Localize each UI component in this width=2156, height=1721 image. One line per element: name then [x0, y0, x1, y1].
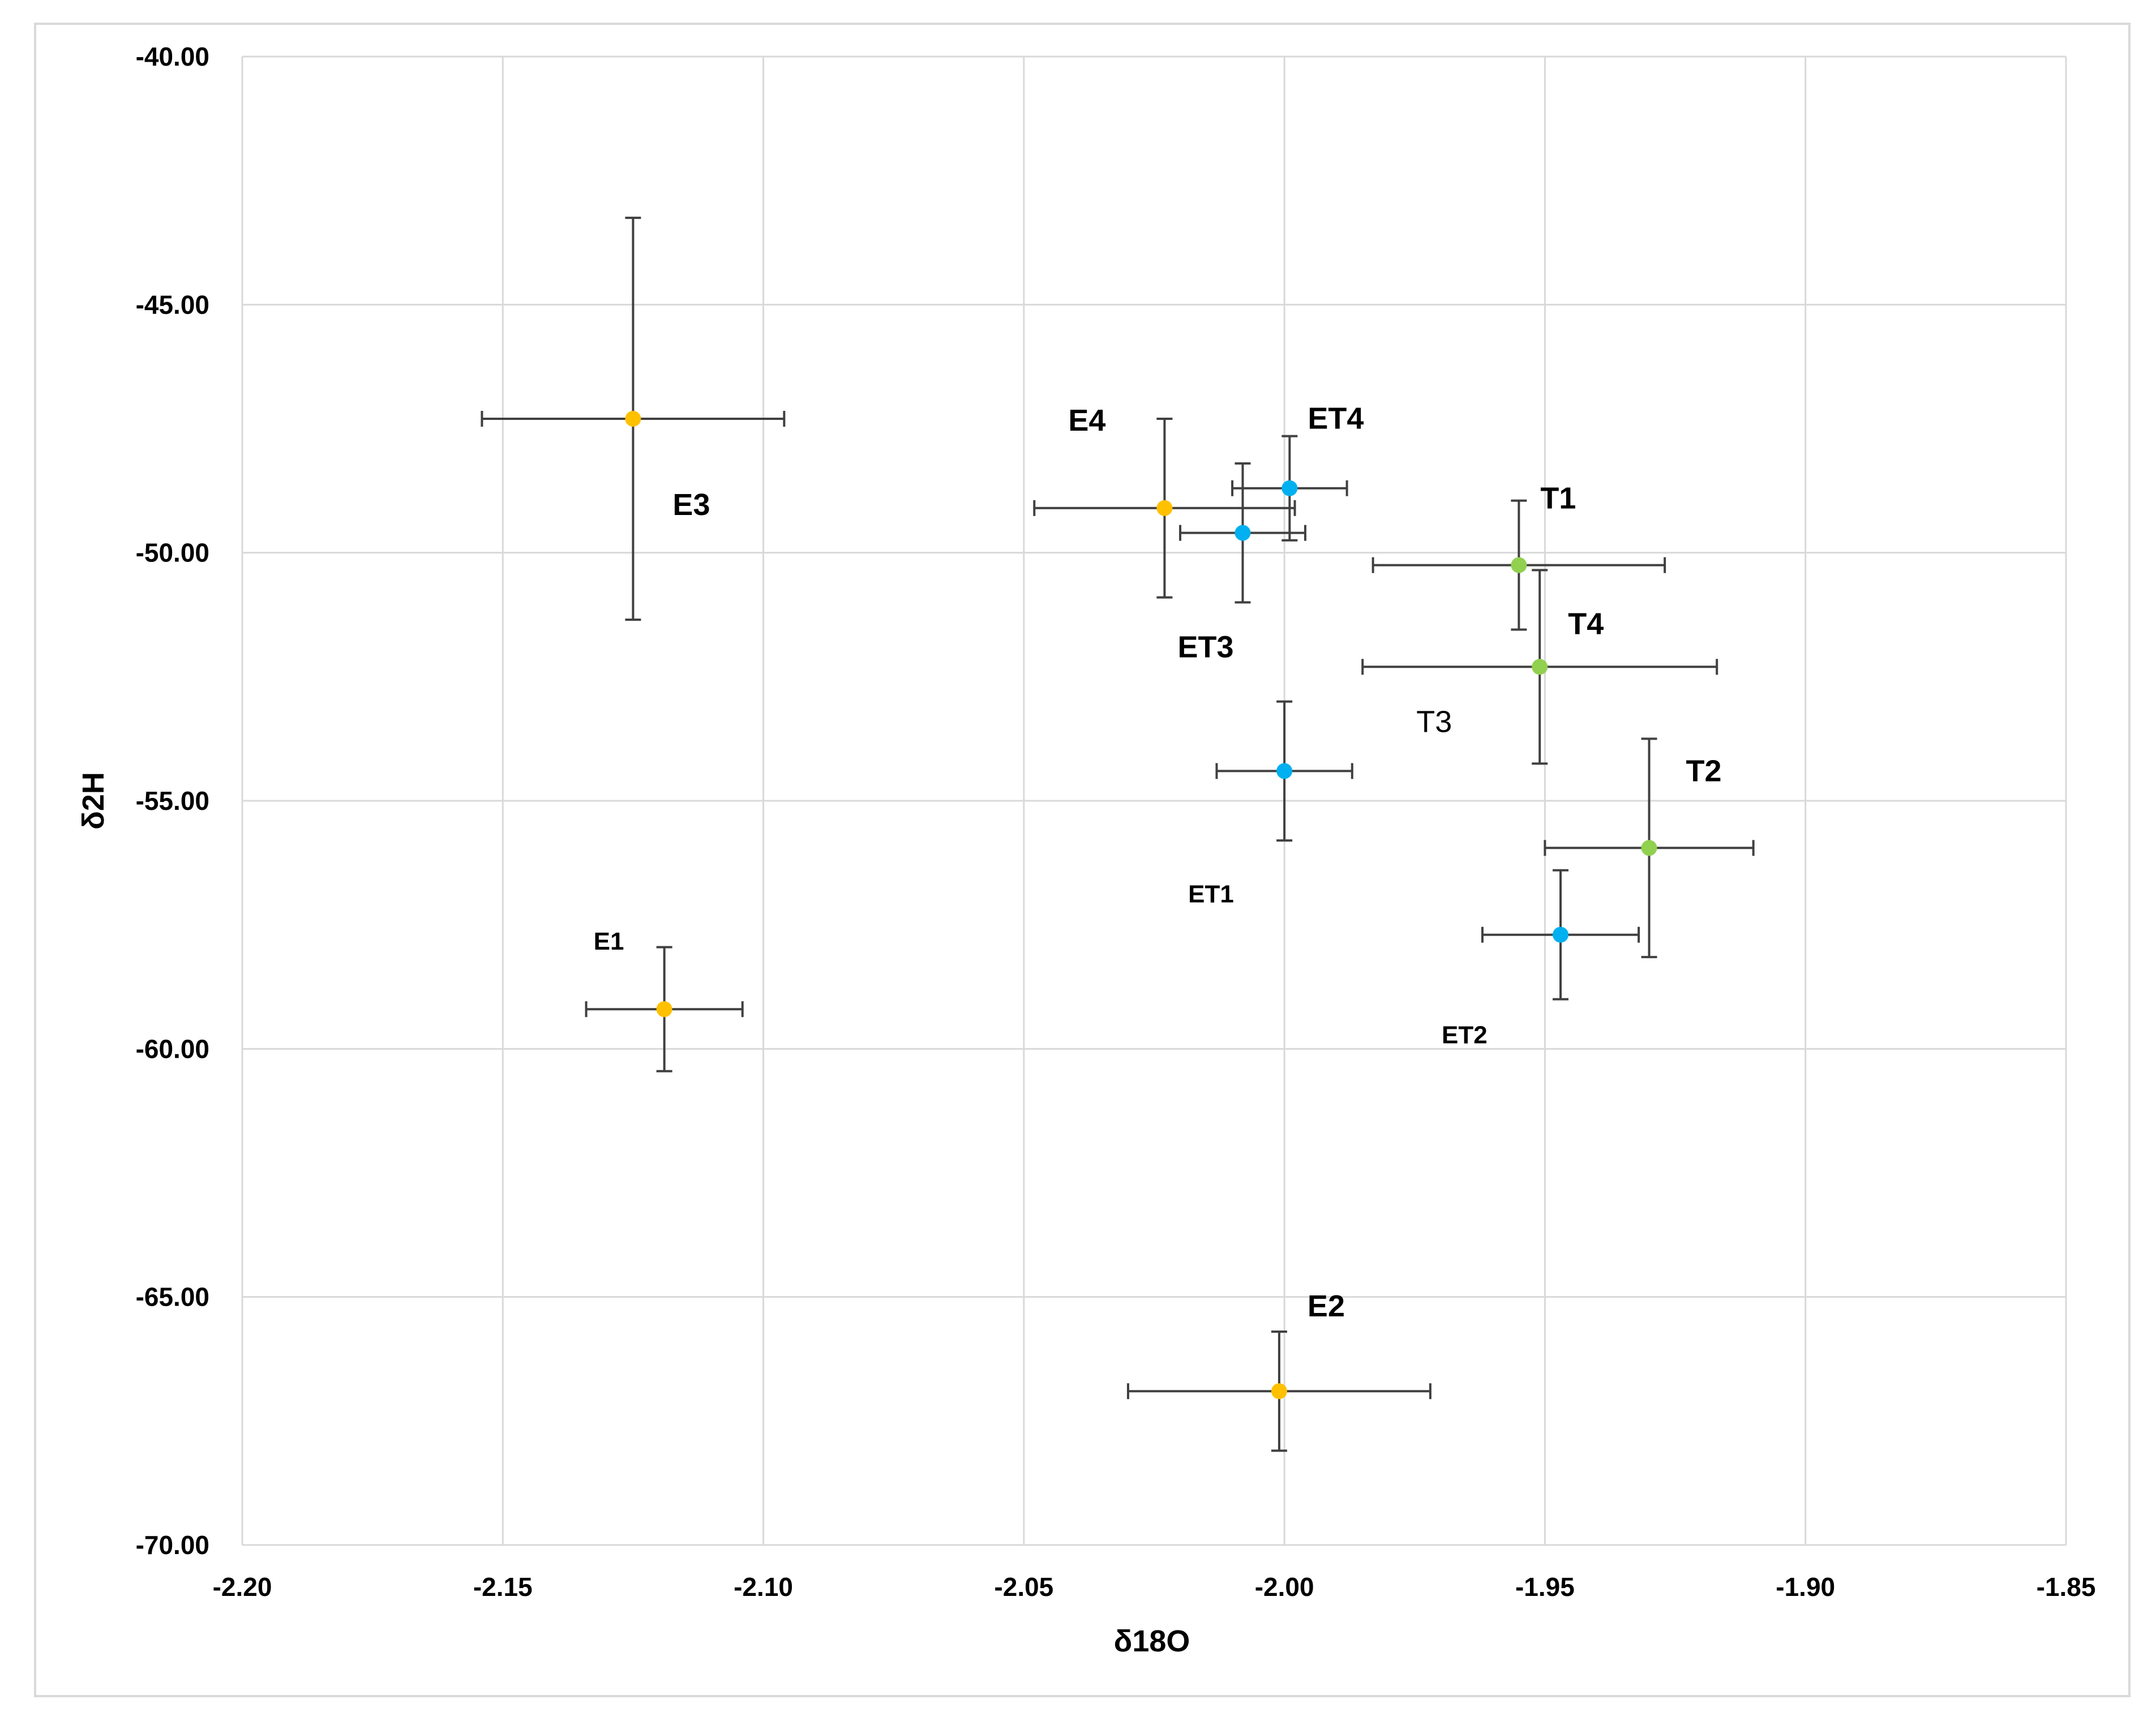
data-point-t1 — [1511, 557, 1527, 573]
point-label-e1: E1 — [594, 928, 624, 955]
point-label-et1: ET1 — [1188, 880, 1234, 908]
x-tick-label: -2.05 — [994, 1572, 1053, 1602]
data-point-et1 — [1276, 763, 1293, 779]
point-label-et2: ET2 — [1442, 1022, 1488, 1049]
point-label-t2: T2 — [1686, 754, 1722, 788]
x-tick-label: -1.85 — [2037, 1572, 2096, 1602]
data-point-t2 — [1641, 840, 1657, 856]
point-label-t1: T1 — [1540, 482, 1576, 516]
x-tick-label: -2.00 — [1255, 1572, 1314, 1602]
point-label-et4: ET4 — [1308, 402, 1364, 436]
x-axis-title: δ18O — [1114, 1624, 1190, 1658]
data-point-e3 — [625, 410, 641, 427]
x-tick-label: -1.90 — [1776, 1572, 1835, 1602]
data-point-e1 — [656, 1001, 672, 1018]
y-tick-label: -50.00 — [136, 538, 209, 568]
point-label-t4: T4 — [1568, 607, 1604, 641]
x-tick-label: -1.95 — [1515, 1572, 1575, 1602]
y-tick-label: -70.00 — [136, 1530, 209, 1560]
data-point-et2 — [1553, 926, 1569, 943]
point-label-e4: E4 — [1068, 404, 1105, 437]
x-axis-ticks: -2.20 -2.15 -2.10 -2.05 -2.00 -1.95 -1.90 -1.85 — [213, 1572, 2096, 1602]
point-labels: E1 E2 E3 E4 ET1 ET2 ET3 ET4 T1 T2 T3 T4 — [594, 402, 1722, 1324]
point-label-et3: ET3 — [1177, 630, 1233, 664]
y-tick-label: -60.00 — [136, 1034, 209, 1063]
data-point-t3 — [1532, 659, 1548, 675]
data-point-et4 — [1281, 480, 1298, 496]
data-point-e4 — [1156, 500, 1173, 516]
chart-area-border — [34, 23, 2131, 1697]
y-tick-label: -45.00 — [136, 290, 209, 319]
data-points — [625, 410, 1657, 1400]
x-tick-label: -2.10 — [734, 1572, 793, 1602]
y-tick-label: -65.00 — [136, 1282, 209, 1312]
data-point-et3 — [1235, 525, 1251, 541]
x-tick-label: -2.15 — [473, 1572, 533, 1602]
y-axis-ticks: -70.00 -65.00 -60.00 -55.00 -50.00 -45.00 -40.… — [136, 42, 209, 1560]
point-label-e2: E2 — [1308, 1289, 1345, 1323]
y-axis-title: δ2H — [76, 772, 110, 830]
y-tick-label: -40.00 — [136, 42, 209, 71]
data-point-e2 — [1271, 1383, 1287, 1400]
point-label-e3: E3 — [672, 488, 710, 522]
y-tick-label: -55.00 — [136, 786, 209, 816]
point-label-t3: T3 — [1416, 705, 1452, 739]
x-tick-label: -2.20 — [213, 1572, 272, 1602]
